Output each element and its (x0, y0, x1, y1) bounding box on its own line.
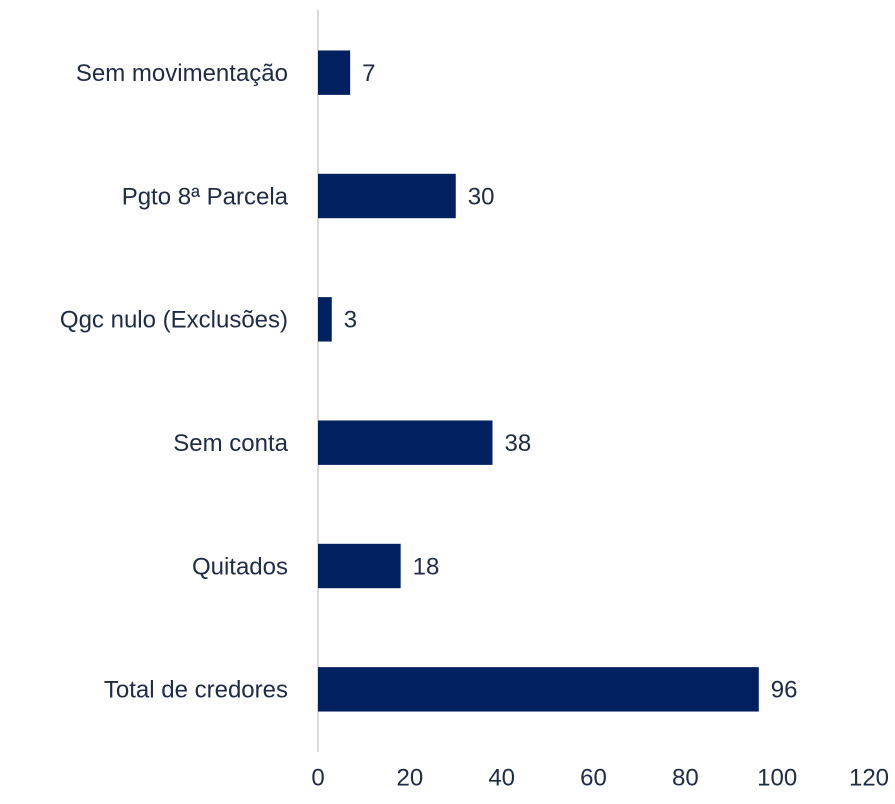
bar (318, 543, 401, 589)
x-tick-label: 0 (311, 764, 324, 791)
bar (318, 420, 493, 465)
bar (318, 173, 456, 219)
data-label: 7 (362, 60, 375, 87)
x-tick-label: 40 (488, 764, 515, 791)
data-label: 96 (771, 677, 798, 704)
bar (318, 50, 351, 95)
y-tick-label: Sem movimentação (76, 60, 288, 87)
y-tick-label: Total de credores (104, 677, 288, 704)
data-label: 18 (413, 553, 440, 580)
data-label: 3 (344, 307, 357, 334)
x-tick-label: 60 (580, 764, 607, 791)
x-tick-label: 80 (672, 764, 699, 791)
y-tick-label: Quitados (192, 553, 288, 580)
y-tick-label: Pgto 8ª Parcela (122, 183, 289, 210)
data-label: 30 (468, 183, 495, 210)
x-tick-label: 20 (396, 764, 423, 791)
y-tick-label: Sem conta (173, 430, 288, 457)
y-tick-label: Qgc nulo (Exclusões) (60, 307, 288, 334)
data-label: 38 (504, 430, 531, 457)
bar (318, 297, 332, 342)
x-tick-label: 100 (757, 764, 797, 791)
x-tick-label: 120 (849, 764, 889, 791)
bar (318, 667, 759, 712)
